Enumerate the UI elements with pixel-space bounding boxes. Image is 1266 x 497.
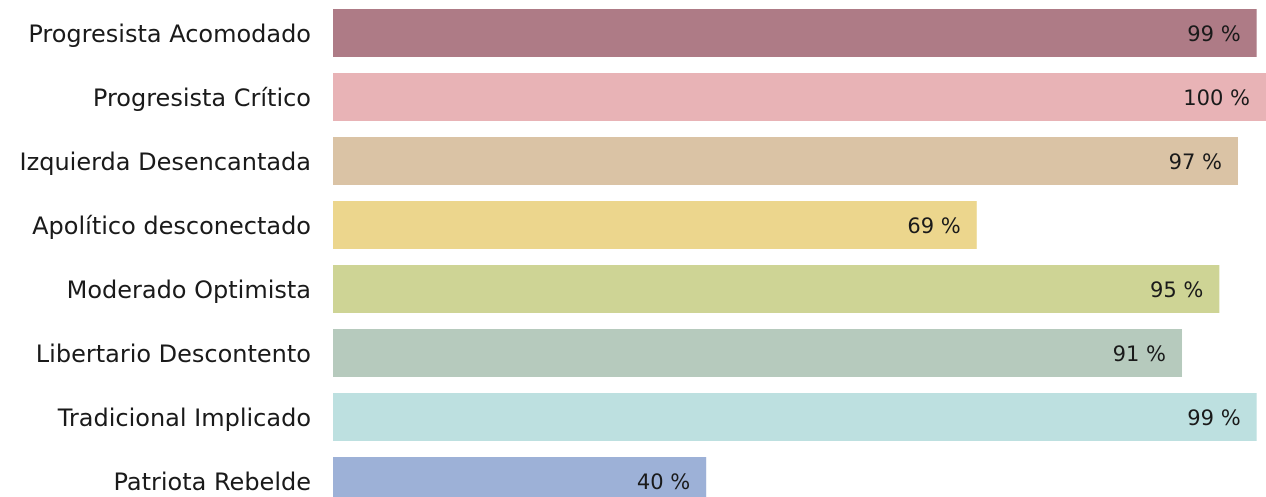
bar <box>333 457 707 497</box>
category-label: Moderado Optimista <box>67 276 311 304</box>
data-label: 69 % <box>907 214 960 238</box>
data-label: 97 % <box>1169 150 1222 174</box>
bar <box>333 9 1257 57</box>
bar <box>333 73 1266 121</box>
bar <box>333 393 1257 441</box>
data-label: 99 % <box>1187 406 1240 430</box>
category-label: Patriota Rebelde <box>113 468 311 496</box>
category-label: Izquierda Desencantada <box>20 148 311 176</box>
bar <box>333 201 977 249</box>
category-label: Progresista Crítico <box>93 84 311 112</box>
bar <box>333 265 1220 313</box>
data-label: 95 % <box>1150 278 1203 302</box>
bar <box>333 329 1183 377</box>
data-label: 40 % <box>637 470 690 494</box>
category-label: Tradicional Implicado <box>57 404 311 432</box>
category-label: Libertario Descontento <box>36 340 311 368</box>
data-label: 99 % <box>1187 22 1240 46</box>
bar <box>333 137 1239 185</box>
category-label: Progresista Acomodado <box>28 20 311 48</box>
category-label: Apolítico desconectado <box>32 212 311 240</box>
data-label: 91 % <box>1113 342 1166 366</box>
data-label: 100 % <box>1183 86 1250 110</box>
